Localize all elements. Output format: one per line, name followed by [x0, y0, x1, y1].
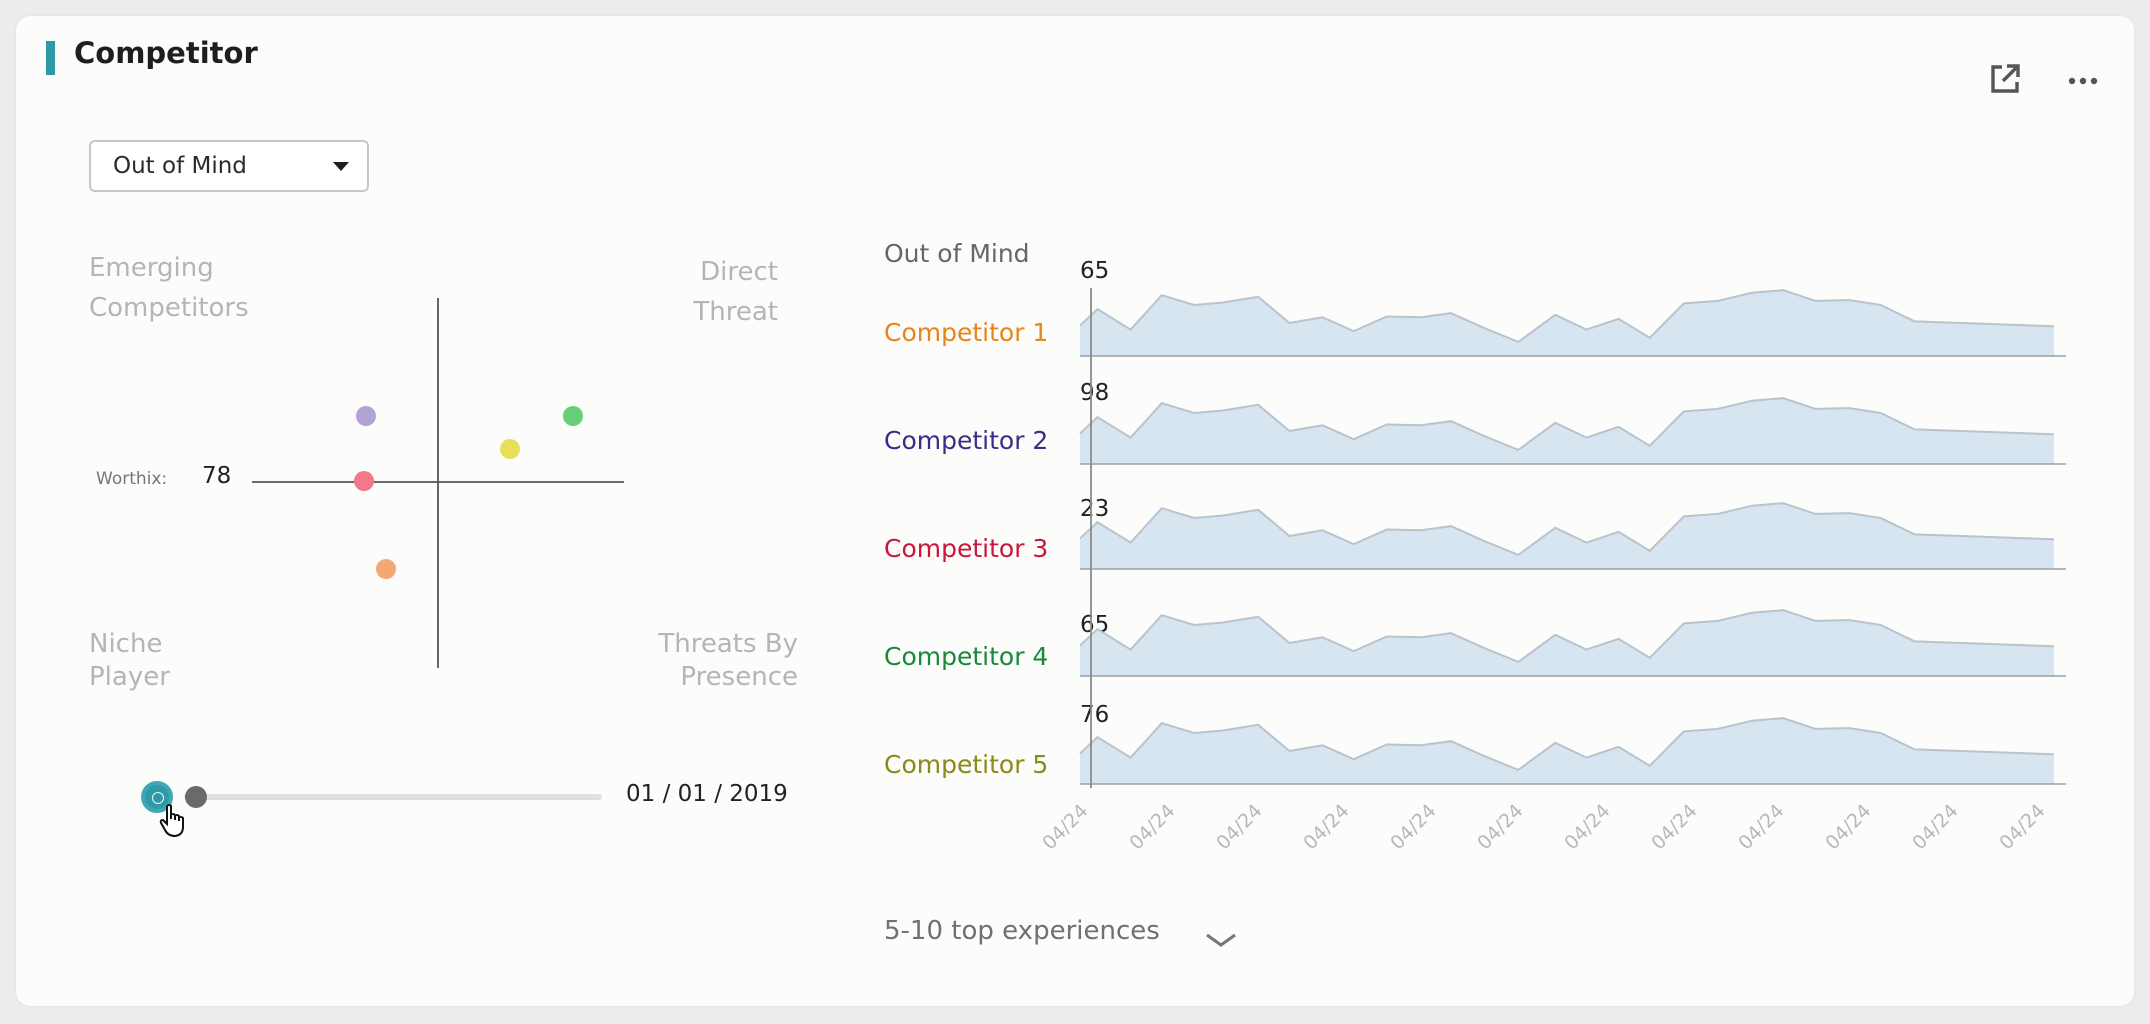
competitor-dot[interactable]	[563, 406, 583, 426]
x-tick-label: 04/24	[1734, 800, 1788, 854]
x-tick-label: 04/24	[1212, 800, 1266, 854]
quadrant-label-line: Presence	[680, 662, 798, 692]
quadrant-label-line: Emerging	[89, 253, 214, 283]
sparkline-area	[1080, 290, 2054, 356]
quadrant-label-line: Competitors	[89, 293, 249, 323]
sparkline-line	[1079, 502, 2055, 557]
sparkline-line	[1079, 717, 2055, 772]
competitor-dot[interactable]	[356, 406, 376, 426]
series-panel-header: Out of Mind	[884, 239, 1030, 268]
sparkline-line	[1079, 289, 2055, 344]
x-tick-label: 04/24	[1125, 800, 1179, 854]
hand-cursor-icon	[158, 803, 188, 848]
quadrant-label-bottom-right: Threats By Presence	[576, 628, 798, 694]
x-tick-label: 04/24	[1647, 800, 1701, 854]
sparkline-area	[1080, 718, 2054, 784]
card-title: Competitor	[74, 36, 258, 70]
quadrant-label-line: Niche	[89, 629, 163, 659]
competitor-row-label: Competitor 3	[884, 534, 1049, 563]
competitor-row-label: Competitor 5	[884, 750, 1049, 779]
competitor-dot[interactable]	[376, 559, 396, 579]
sparkline-area	[1080, 398, 2054, 464]
timeline-date: 01 / 01 / 2019	[626, 781, 788, 807]
more-horizontal-icon[interactable]	[2068, 72, 2098, 91]
x-tick-label: 04/24	[1386, 800, 1440, 854]
metric-dropdown[interactable]: Out of Mind	[89, 140, 369, 192]
x-tick-label: 04/24	[1908, 800, 1962, 854]
quadrant-label-line: Direct	[700, 257, 778, 287]
competitor-card: Competitor Out of Mind Emerging Competit…	[16, 16, 2134, 1006]
quadrant-label-line: Threats By	[658, 629, 798, 659]
competitor-dot[interactable]	[354, 471, 374, 491]
quadrant-label-line: Threat	[693, 297, 778, 327]
x-tick-label: 04/24	[1299, 800, 1353, 854]
sparkline-chart: 04/24 04/24 04/24 04/24 04/24 04/24 04/24 04/24…	[1038, 288, 2066, 854]
x-tick-label: 04/24	[1038, 800, 1092, 854]
quadrant-label-top-left: Emerging Competitors	[89, 248, 249, 328]
sparkline-area	[1080, 503, 2054, 569]
competitor-row-value: 65	[1080, 258, 1110, 284]
sparkline-line	[1079, 397, 2055, 452]
sparkline-area	[1080, 610, 2054, 676]
competitor-row-value: 23	[1080, 496, 1110, 522]
caret-down-icon	[333, 161, 349, 171]
x-tick-label: 04/24	[1821, 800, 1875, 854]
x-tick-label: 04/24	[1473, 800, 1527, 854]
top-experiences-toggle[interactable]: 5-10 top experiences	[884, 916, 1160, 946]
timeline-slider-end-handle[interactable]	[185, 786, 207, 808]
quadrant-axes	[252, 298, 624, 668]
competitor-row-label: Competitor 4	[884, 642, 1049, 671]
quadrant-label-line: Player	[89, 662, 170, 692]
competitor-row-label: Competitor 1	[884, 318, 1049, 347]
dropdown-selected-value: Out of Mind	[113, 153, 247, 179]
quadrant-label-top-right: Direct Threat	[596, 252, 778, 332]
x-tick-label: 04/24	[1560, 800, 1614, 854]
competitor-row-label: Competitor 2	[884, 426, 1049, 455]
quadrant-label-bottom-left: Niche Player	[89, 628, 170, 694]
x-tick-label: 04/24	[1995, 800, 2049, 854]
competitor-row-value: 76	[1080, 702, 1110, 728]
chevron-down-icon[interactable]	[1204, 932, 1238, 954]
competitor-row-value: 98	[1080, 380, 1110, 406]
title-accent	[46, 41, 55, 75]
worthix-label: Worthix:	[96, 469, 168, 489]
competitor-dot[interactable]	[500, 439, 520, 459]
external-link-icon[interactable]	[1988, 62, 2022, 100]
sparkline-line	[1079, 609, 2055, 664]
timeline-slider-track[interactable]	[184, 794, 602, 800]
worthix-value: 78	[202, 463, 232, 489]
